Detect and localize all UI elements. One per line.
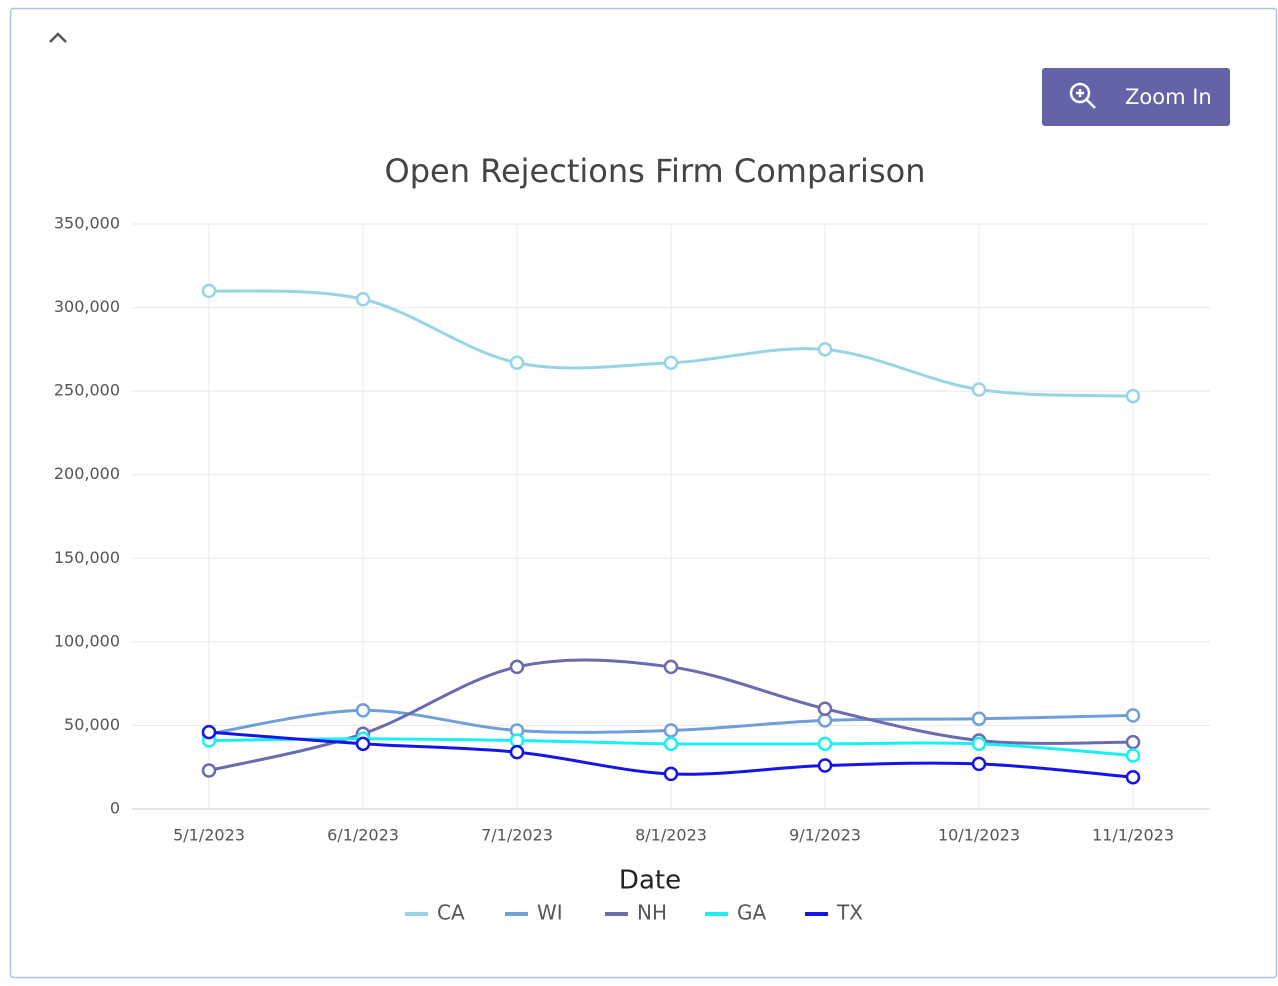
point-marker <box>817 758 833 773</box>
point-marker <box>1125 734 1141 750</box>
x-tick-label: 6/1/2023 <box>327 826 399 845</box>
legend-label: GA <box>737 901 766 925</box>
point-marker <box>663 659 679 675</box>
point-marker <box>509 355 525 370</box>
legend-label: TX <box>836 901 863 925</box>
y-tick-label: 300,000 <box>54 297 120 316</box>
point-marker <box>201 763 217 778</box>
x-tick-label: 8/1/2023 <box>635 826 707 845</box>
legend-label: CA <box>437 901 465 925</box>
zoom-icon <box>1069 82 1091 104</box>
zoom-icon-detail <box>1076 89 1096 109</box>
point-marker <box>663 723 679 738</box>
y-tick-label: 200,000 <box>54 464 120 483</box>
point-marker <box>971 736 987 752</box>
point-marker <box>971 711 987 726</box>
card <box>9 7 1278 979</box>
point-marker <box>509 744 525 760</box>
x-tick-label: 9/1/2023 <box>789 826 861 845</box>
point-marker <box>971 382 987 397</box>
point-marker <box>817 342 833 357</box>
y-tick-label: 100,000 <box>54 631 120 650</box>
point-marker <box>663 355 679 370</box>
point-marker <box>509 733 525 748</box>
point-marker <box>201 724 217 740</box>
x-tick-label: 7/1/2023 <box>481 826 553 845</box>
legend-label: NH <box>637 901 667 925</box>
chart-title: Open Rejections Firm Comparison <box>385 152 926 190</box>
zoom-button-bg[interactable] <box>1042 68 1230 126</box>
point-marker <box>817 701 833 716</box>
x-tick-label: 5/1/2023 <box>173 826 245 845</box>
collapse-chevron[interactable] <box>49 32 67 43</box>
point-marker <box>817 736 833 752</box>
x-tick-label: 10/1/2023 <box>938 826 1020 845</box>
point-marker <box>1125 769 1141 785</box>
point-marker <box>355 291 371 307</box>
x-tick-label: 11/1/2023 <box>1092 826 1174 845</box>
point-marker <box>1125 748 1141 763</box>
point-marker <box>1125 708 1141 723</box>
point-marker <box>971 756 987 772</box>
point-marker <box>509 659 525 675</box>
point-marker <box>663 736 679 752</box>
x-axis-label: Date <box>619 866 681 896</box>
y-tick-label: 150,000 <box>54 548 120 567</box>
legend-label: WI <box>537 901 563 925</box>
y-tick-label: 350,000 <box>54 214 120 233</box>
point-marker <box>663 766 679 782</box>
point-marker <box>201 283 217 299</box>
point-marker <box>355 703 371 718</box>
y-tick-label: 0 <box>110 799 120 818</box>
point-marker <box>817 713 833 728</box>
zoom-button[interactable]: Zoom In <box>1042 68 1230 126</box>
zoom-label[interactable]: Zoom In <box>1125 85 1212 109</box>
point-marker <box>355 736 371 752</box>
y-tick-label: 50,000 <box>64 715 120 734</box>
point-marker <box>1125 388 1141 404</box>
y-tick-label: 250,000 <box>54 381 120 400</box>
